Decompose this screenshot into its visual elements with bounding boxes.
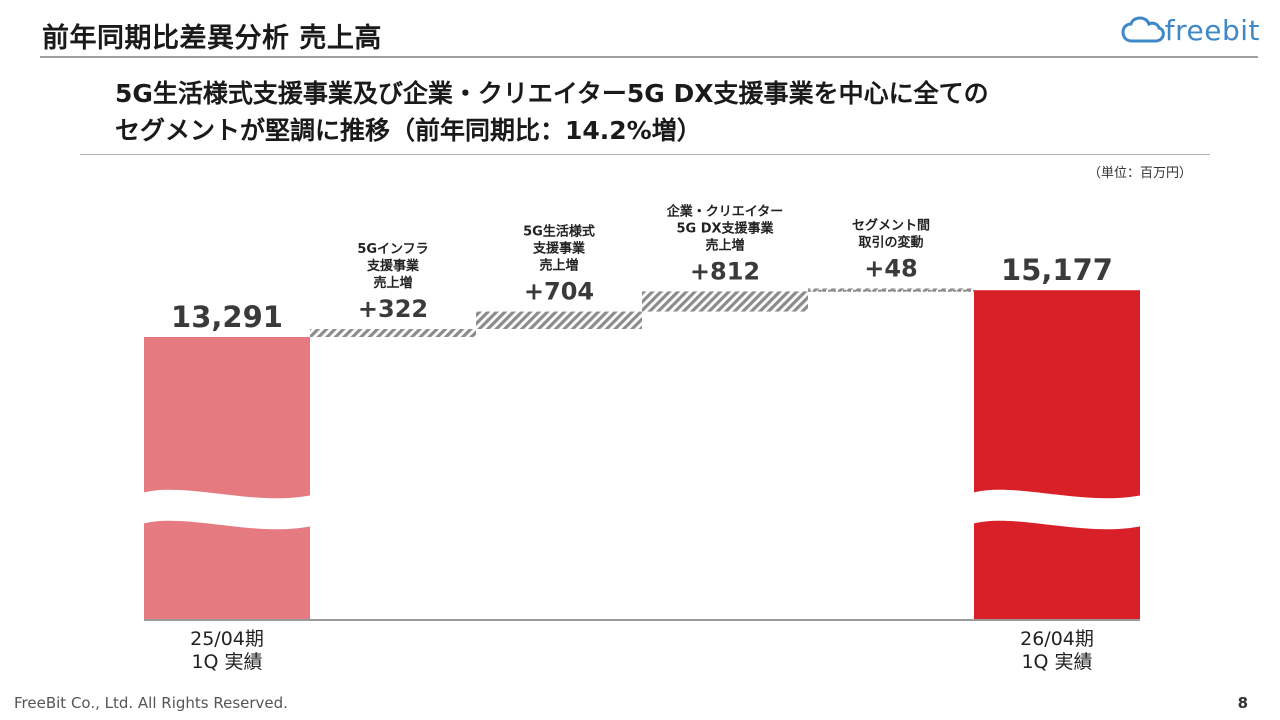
category-label: 売上増 [705, 237, 744, 253]
category-label: 5G生活様式 [523, 224, 595, 240]
axis-break-mark [972, 489, 1142, 530]
category-label: 1Q 実績 [1021, 651, 1092, 673]
value-label: 13,291 [171, 300, 283, 334]
headline-line-1: 5G生活様式支援事業及び企業・クリエイター5G DX支援事業を中心に全ての [115, 79, 989, 108]
delta-bar [476, 311, 642, 330]
category-label: 5G DX支援事業 [676, 220, 774, 236]
category-label: 支援事業 [366, 258, 420, 274]
brand-logo: freebit [1121, 14, 1260, 47]
value-label: +322 [358, 295, 428, 323]
end-total-bar [974, 290, 1140, 619]
value-label: +48 [864, 254, 918, 282]
category-label: セグメント間 [852, 217, 930, 233]
delta-bar [642, 291, 808, 312]
category-label: 取引の変動 [858, 234, 923, 250]
value-label: +704 [524, 278, 594, 306]
unit-note: （単位：百万円） [1087, 166, 1192, 181]
category-label: 企業・クリエイター [666, 203, 783, 219]
logo-text: freebit [1164, 14, 1260, 47]
page-number: 8 [1237, 694, 1248, 712]
value-label: +812 [690, 257, 760, 285]
category-label: 26/04期 [1020, 628, 1094, 650]
headline: 5G生活様式支援事業及び企業・クリエイター5G DX支援事業を中心に全ての セグ… [115, 75, 1175, 149]
category-label: 5Gインフラ [357, 242, 428, 257]
category-label: 1Q 実績 [191, 651, 262, 673]
category-label: 売上増 [539, 258, 578, 274]
page-title: 前年同期比差異分析 売上高 [42, 23, 382, 54]
headline-line-2: セグメントが堅調に推移（前年同期比：14.2%増） [115, 116, 702, 145]
start-total-bar [144, 337, 310, 619]
value-label: 15,177 [1001, 253, 1113, 287]
category-label: 支援事業 [532, 241, 586, 257]
copyright-text: FreeBit Co., Ltd. All Rights Reserved. [14, 694, 288, 712]
category-label: 売上増 [373, 275, 412, 291]
delta-bar [310, 329, 476, 337]
category-label: 25/04期 [190, 628, 264, 650]
headline-divider [80, 154, 1210, 155]
title-divider [40, 56, 1258, 58]
axis-break-mark [142, 489, 312, 530]
cloud-logo-icon [1121, 15, 1165, 42]
